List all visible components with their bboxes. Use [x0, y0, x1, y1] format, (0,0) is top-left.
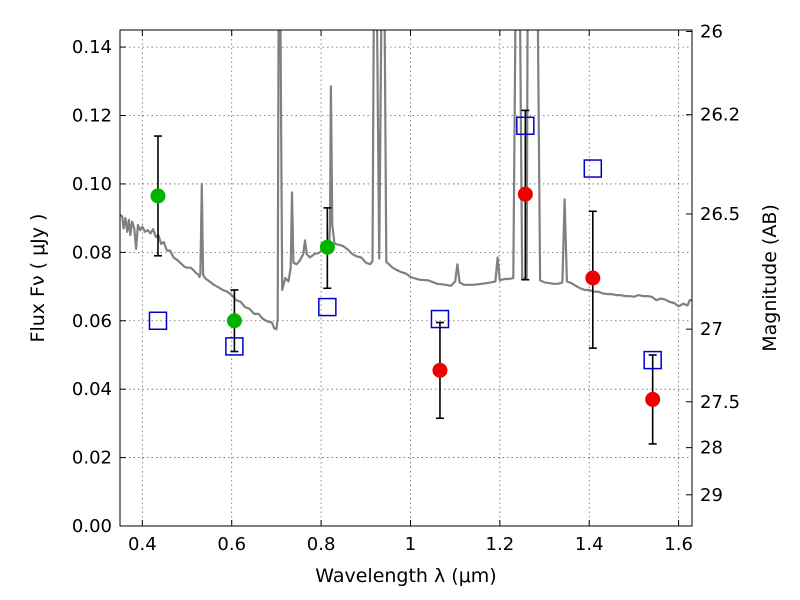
axis-ticks — [120, 30, 692, 527]
data-point — [645, 391, 661, 407]
data-point — [432, 362, 448, 378]
x-tick-label: 0.8 — [307, 534, 336, 555]
y2-tick-label: 29 — [700, 485, 723, 506]
y-tick-label: 0.06 — [72, 311, 112, 332]
model-point-square — [225, 337, 244, 356]
model-spectrum — [120, 30, 692, 331]
model-point-square — [516, 116, 535, 136]
y-tick-label: 0.08 — [72, 242, 112, 263]
y2-tick-label: 26.2 — [700, 105, 740, 126]
y-tick-label: 0.10 — [72, 174, 112, 195]
x-tick-label: 0.6 — [217, 534, 246, 555]
x-tick-label: 1.4 — [575, 534, 604, 555]
y-axis-title: Flux Fν ( μJy ) — [27, 214, 49, 343]
x-tick-label: 0.4 — [128, 534, 157, 555]
data-point — [517, 186, 533, 202]
data-point — [226, 313, 242, 329]
x-tick-label: 1.6 — [664, 534, 693, 555]
spectrum-line — [120, 30, 692, 331]
data-markers — [148, 116, 662, 407]
tick-labels: 0.4 0.6 0.8 1 1.2 1.4 1.6 0.00 0.02 0.04 0.06 0.08 0… — [72, 22, 740, 555]
y-tick-label: 0.02 — [72, 448, 112, 469]
model-point-square — [318, 297, 337, 317]
model-point-square — [643, 350, 662, 370]
data-point — [319, 239, 335, 255]
plot-frame — [119, 29, 693, 527]
y2-tick-label: 26.5 — [700, 204, 740, 225]
y-tick-label: 0.04 — [72, 379, 112, 400]
y2-tick-label: 27 — [700, 319, 723, 340]
data-point — [150, 188, 166, 204]
y-tick-label: 0.00 — [72, 516, 112, 537]
x-axis-title: Wavelength λ (μm) — [315, 565, 496, 587]
y2-tick-label: 26 — [700, 22, 723, 43]
x-tick-label: 1.2 — [486, 534, 515, 555]
y2-tick-label: 27.5 — [700, 392, 740, 413]
model-point-square — [148, 311, 168, 331]
y2-tick-label: 28 — [700, 438, 723, 459]
y-tick-label: 0.12 — [72, 106, 112, 127]
x-tick-label: 1 — [405, 534, 416, 555]
y2-axis-title: Magnitude (AB) — [759, 204, 781, 352]
model-point-square — [430, 309, 450, 329]
y-tick-label: 0.14 — [72, 37, 112, 58]
data-point — [585, 270, 601, 286]
model-point-square — [583, 159, 603, 178]
